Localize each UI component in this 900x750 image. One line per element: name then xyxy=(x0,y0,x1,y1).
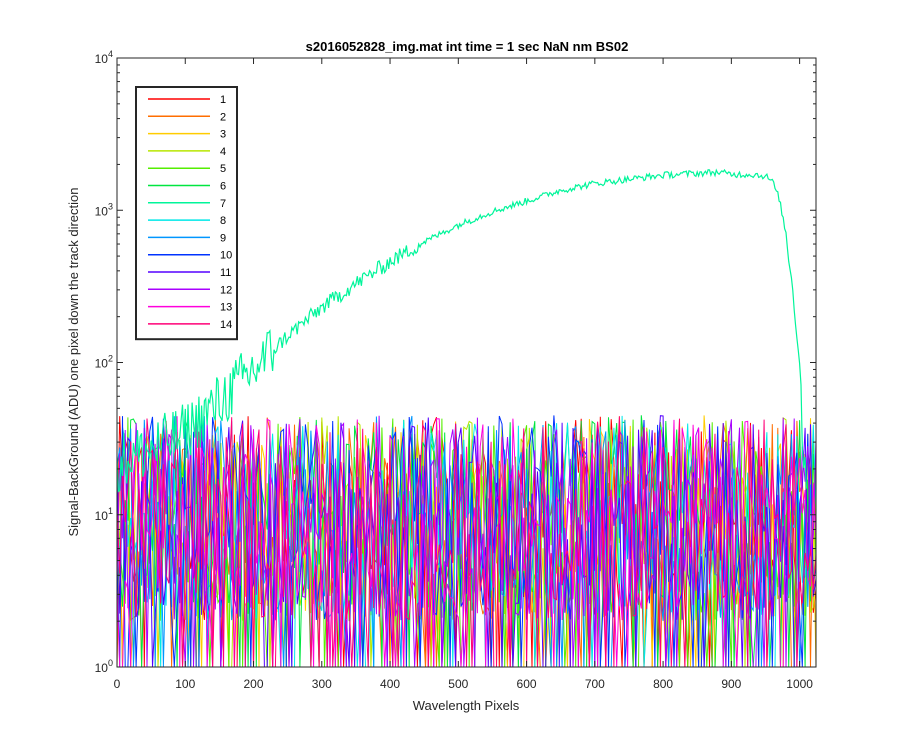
x-tick-label: 400 xyxy=(380,677,400,691)
chart-title: s2016052828_img.mat int time = 1 sec NaN… xyxy=(306,39,629,54)
legend-label-5: 5 xyxy=(220,163,226,175)
legend-label-13: 13 xyxy=(220,302,232,314)
series-14-line xyxy=(117,416,816,667)
legend-label-14: 14 xyxy=(220,319,232,331)
x-tick-label: 200 xyxy=(244,677,264,691)
x-tick-label: 300 xyxy=(312,677,332,691)
x-tick-label: 900 xyxy=(721,677,741,691)
main-series-layer xyxy=(117,168,807,493)
legend-label-6: 6 xyxy=(220,181,226,193)
x-tick-label: 500 xyxy=(448,677,468,691)
y-tick-label: 103 xyxy=(95,201,113,218)
legend-label-3: 3 xyxy=(220,129,226,141)
legend-label-1: 1 xyxy=(220,94,226,106)
legend-label-11: 11 xyxy=(220,267,231,279)
x-tick-label: 700 xyxy=(585,677,605,691)
series-10-line xyxy=(117,415,816,667)
legend-label-2: 2 xyxy=(220,111,226,123)
x-tick-label: 1000 xyxy=(786,677,813,691)
x-tick-label: 600 xyxy=(517,677,537,691)
legend-label-8: 8 xyxy=(220,215,226,227)
legend-label-7: 7 xyxy=(220,198,226,210)
y-axis-label: Signal-BackGround (ADU) one pixel down t… xyxy=(66,187,81,536)
legend-label-12: 12 xyxy=(220,284,232,296)
x-axis: 0 100 200 300 400 500 600 700 800 900 1000 xyxy=(114,58,813,691)
legend-label-10: 10 xyxy=(220,250,232,262)
legend-box xyxy=(135,86,238,341)
noise-series-layer xyxy=(117,415,816,667)
series-7-line xyxy=(117,168,807,493)
y-tick-label: 101 xyxy=(95,506,113,523)
y-tick-label: 104 xyxy=(95,49,113,66)
x-tick-label: 100 xyxy=(175,677,195,691)
x-tick-label: 800 xyxy=(653,677,673,691)
legend-label-9: 9 xyxy=(220,232,226,244)
y-tick-label: 100 xyxy=(95,658,113,675)
x-axis-label: Wavelength Pixels xyxy=(413,698,520,713)
legend-label-4: 4 xyxy=(220,146,226,158)
x-tick-label: 0 xyxy=(114,677,121,691)
y-tick-label: 102 xyxy=(95,354,113,371)
